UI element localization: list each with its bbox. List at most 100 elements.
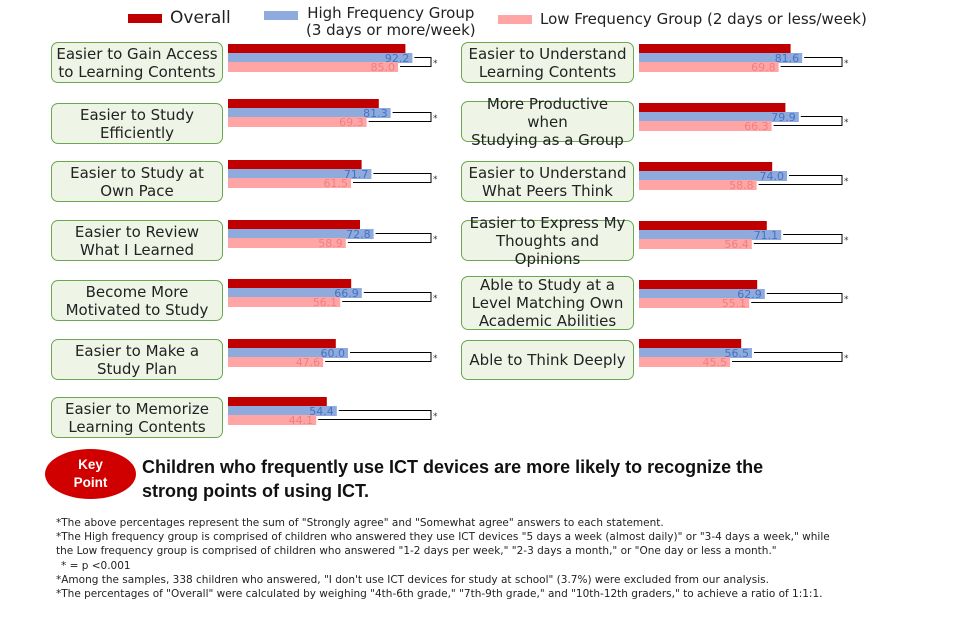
significance-bracket-10: [753, 234, 843, 244]
significance-bracket-12: [732, 352, 843, 362]
key-point-badge-line2: Point: [73, 475, 108, 490]
bar-overall-7: [639, 44, 791, 54]
key-point-badge: Key Point: [45, 449, 136, 499]
bar-high-2: [228, 169, 372, 179]
value-label-low-5: 47.6: [296, 356, 321, 369]
value-label-high-0: 92.2: [385, 52, 410, 65]
bar-low-5: [228, 357, 324, 367]
significance-marker-10: *: [844, 236, 849, 246]
legend-swatch-high: [264, 11, 298, 20]
significance-bracket-6: [318, 410, 432, 420]
bar-high-7: [639, 53, 803, 63]
legend-high-line2: (3 days or more/week): [306, 21, 476, 39]
value-label-overall-7: 75.8: [760, 43, 787, 56]
bar-high-4: [228, 288, 362, 298]
value-label-low-1: 69.3: [339, 116, 364, 129]
bar-high-3: [228, 229, 374, 239]
bar-low-3: [228, 238, 346, 248]
legend-swatch-overall: [128, 14, 162, 23]
note-6: *The percentages of "Overall" were calcu…: [56, 588, 823, 601]
significance-bracket-9: [758, 175, 843, 185]
statement-label-gain-access: Easier to Gain Access to Learning Content…: [51, 42, 223, 83]
value-label-high-6: 54.4: [309, 405, 334, 418]
bar-low-9: [639, 180, 757, 190]
key-point-badge-line1: Key: [78, 457, 103, 472]
legend-swatch-low: [498, 15, 532, 24]
value-label-low-6: 44.1: [289, 414, 314, 427]
value-label-low-8: 66.3: [744, 120, 769, 133]
bar-low-6: [228, 415, 317, 425]
value-label-overall-12: 51.1: [711, 338, 738, 351]
bar-high-6: [228, 406, 337, 416]
significance-marker-1: *: [433, 114, 438, 124]
statement-label-review: Easier to Review What I Learned: [51, 220, 223, 261]
key-point-text: Children who frequently use ICT devices …: [142, 455, 902, 503]
statement-label-memorize: Easier to Memorize Learning Contents: [51, 397, 223, 438]
note-5: *Among the samples, 338 children who ans…: [56, 573, 769, 586]
value-label-overall-9: 66.6: [742, 161, 769, 174]
statement-label-understand-peers: Easier to Understand What Peers Think: [461, 161, 634, 202]
value-label-overall-4: 61.6: [321, 278, 348, 291]
bar-high-11: [639, 289, 765, 299]
value-label-low-4: 56.1: [313, 296, 338, 309]
bar-low-8: [639, 121, 772, 131]
statement-label-express-thoughts: Easier to Express My Thoughts and Opinion…: [461, 214, 634, 268]
value-label-high-11: 62.9: [737, 288, 762, 301]
value-label-overall-3: 66.0: [330, 219, 357, 232]
bar-overall-11: [639, 280, 758, 290]
statement-label-study-level: Able to Study at a Level Matching Own Acad…: [461, 276, 634, 330]
value-label-low-10: 56.4: [724, 238, 749, 251]
value-label-overall-5: 53.9: [306, 338, 333, 351]
bar-low-7: [639, 62, 779, 72]
value-label-overall-2: 66.8: [331, 159, 358, 172]
value-label-low-9: 58.8: [729, 179, 754, 192]
bar-overall-2: [228, 160, 362, 170]
value-label-high-4: 66.9: [334, 287, 359, 300]
significance-bracket-8: [773, 116, 843, 126]
significance-bracket-1: [368, 112, 432, 122]
bar-low-12: [639, 357, 730, 367]
value-label-high-5: 60.0: [321, 347, 346, 360]
significance-marker-8: *: [844, 118, 849, 128]
value-label-overall-6: 49.4: [297, 396, 324, 409]
legend-label-overall: Overall: [170, 8, 231, 28]
legend-low: Low Frequency Group (2 days or less/week…: [498, 11, 867, 28]
significance-bracket-11: [751, 293, 843, 303]
bar-low-1: [228, 117, 367, 127]
bar-overall-10: [639, 221, 767, 231]
significance-marker-12: *: [844, 354, 849, 364]
bar-overall-12: [639, 339, 742, 349]
bar-overall-0: [228, 44, 406, 54]
bar-high-12: [639, 348, 752, 358]
significance-marker-7: *: [844, 59, 849, 69]
statement-label-motivated: Become More Motivated to Study: [51, 280, 223, 321]
bar-high-10: [639, 230, 782, 240]
statement-label-understand-contents: Easier to Understand Learning Contents: [461, 42, 634, 83]
key-point-line2: strong points of using ICT.: [142, 481, 369, 501]
legend-high: High Frequency Group (3 days or more/wee…: [264, 5, 476, 39]
bar-overall-3: [228, 220, 360, 230]
bar-overall-1: [228, 99, 379, 109]
statement-label-study-plan: Easier to Make a Study Plan: [51, 339, 223, 380]
significance-marker-2: *: [433, 175, 438, 185]
value-label-low-0: 85.0: [371, 61, 396, 74]
bar-overall-5: [228, 339, 336, 349]
bar-low-0: [228, 62, 398, 72]
value-label-overall-11: 59.1: [727, 279, 754, 292]
note-2: *The High frequency group is comprised o…: [56, 531, 830, 544]
note-3: the Low frequency group is comprised of …: [56, 545, 777, 558]
value-label-high-2: 71.7: [344, 168, 369, 181]
significance-bracket-7: [780, 57, 843, 67]
value-label-low-11: 55.1: [722, 297, 747, 310]
value-label-high-10: 71.1: [754, 229, 779, 242]
statement-label-own-pace: Easier to Study at Own Pace: [51, 161, 223, 202]
legend-label-high: High Frequency Group (3 days or more/wee…: [306, 5, 476, 39]
value-label-low-2: 61.5: [324, 177, 349, 190]
value-label-high-9: 74.0: [760, 170, 785, 183]
bar-low-2: [228, 178, 351, 188]
value-label-overall-1: 75.4: [349, 98, 376, 111]
key-point-line1: Children who frequently use ICT devices …: [142, 457, 764, 477]
significance-marker-11: *: [844, 295, 849, 305]
significance-marker-3: *: [433, 235, 438, 245]
value-label-low-7: 69.8: [751, 61, 776, 74]
